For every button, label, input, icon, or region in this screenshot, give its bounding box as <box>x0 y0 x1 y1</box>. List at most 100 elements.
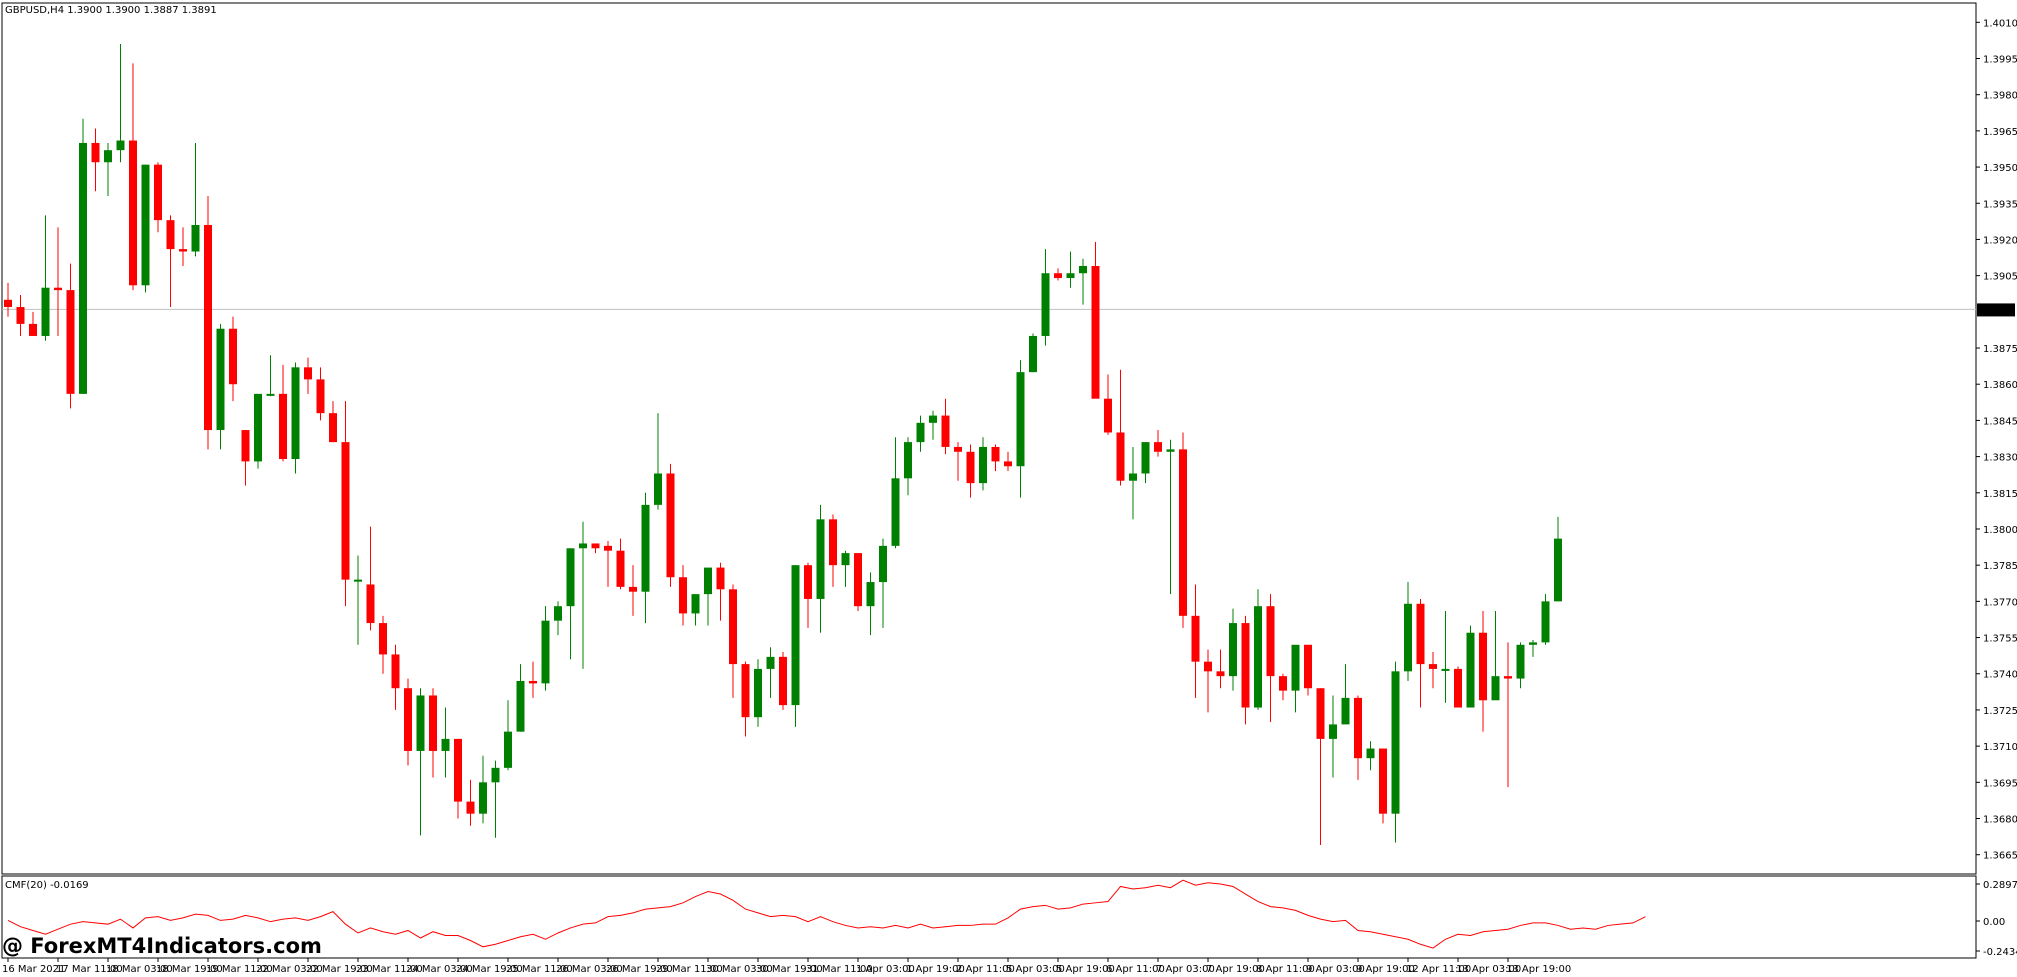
candle <box>241 430 250 486</box>
price-tick-label: 1.3815 <box>1983 489 2017 500</box>
candle <box>179 227 187 266</box>
candle-body <box>1179 449 1187 616</box>
candle-body <box>1041 273 1050 336</box>
candle-body <box>666 473 675 578</box>
candle-body <box>1391 671 1400 814</box>
candle-body <box>79 142 87 394</box>
symbol-info: GBPUSD,H4 1.3900 1.3900 1.3887 1.3891 <box>5 5 217 16</box>
candle <box>441 707 450 778</box>
time-tick-label: 13 Apr 03:00 <box>1456 964 1521 975</box>
candle-body <box>304 367 312 380</box>
candle-body <box>1466 632 1475 708</box>
candle-body <box>591 543 600 549</box>
candle <box>91 128 100 192</box>
candle-body <box>766 656 775 669</box>
main-panel[interactable]: 1.4010 1.3995 1.3980 1.3965 1.3950 1.3935 1.39… <box>1 2 2017 875</box>
candle <box>491 760 500 838</box>
candle <box>66 263 75 409</box>
time-tick-label: 30 Mar 03:00 <box>706 964 773 975</box>
candle <box>1204 649 1212 713</box>
candle-body <box>741 664 750 718</box>
candle-body <box>1191 615 1200 662</box>
candle-body <box>441 738 450 751</box>
candle-body <box>904 442 912 479</box>
candle-body <box>479 782 487 814</box>
candle <box>1166 439 1175 595</box>
candle-body <box>1304 644 1312 689</box>
price-tick-label: 1.3950 <box>1983 163 2017 174</box>
candle <box>1054 268 1062 281</box>
time-tick-label: 19 Mar 11:00 <box>206 964 273 975</box>
time-tick-label: 22 Mar 03:00 <box>256 964 323 975</box>
candle <box>1179 432 1187 628</box>
candle-body <box>891 478 900 546</box>
candle-body <box>429 695 437 751</box>
candle <box>29 311 37 336</box>
candle <box>516 664 525 732</box>
candle <box>579 521 587 669</box>
candle <box>1504 642 1512 788</box>
candle-body <box>1441 668 1450 671</box>
time-tick-label: 17 Mar 11:00 <box>56 964 123 975</box>
price-tick-label: 1.3845 <box>1983 416 2017 427</box>
candle-body <box>341 442 350 580</box>
candle-body <box>216 328 225 431</box>
candle <box>1391 661 1400 843</box>
time-tick-label: 12 Apr 11:00 <box>1406 964 1471 975</box>
candle <box>604 541 612 587</box>
candle-body <box>579 543 587 549</box>
candle-body <box>166 220 175 250</box>
candle-body <box>1366 748 1375 759</box>
candle <box>916 415 925 452</box>
candle-body <box>616 550 625 587</box>
candle-body <box>829 519 837 566</box>
candle <box>191 142 200 257</box>
candle <box>1266 594 1275 722</box>
candle-body <box>541 620 550 684</box>
candle <box>841 550 850 587</box>
candle-body <box>291 367 300 460</box>
candle <box>1429 652 1437 689</box>
price-tick-label: 1.3905 <box>1983 272 2017 283</box>
candle <box>141 164 150 293</box>
candle <box>41 215 50 341</box>
time-tick-label: 23 Mar 11:00 <box>356 964 423 975</box>
candle <box>591 543 600 554</box>
candle-body <box>1229 623 1237 677</box>
candle-body <box>604 545 612 551</box>
indicator-tick-label: 0.2897 <box>1983 880 2017 891</box>
candle <box>1004 451 1012 472</box>
candle <box>1129 446 1137 520</box>
watermark: @ ForexMT4Indicators.com <box>2 934 322 958</box>
candle <box>904 437 912 496</box>
indicator-panel[interactable]: CMF(20) -0.0169 0.2897 0.00 -0.2434 <box>1 875 2017 959</box>
candle <box>1416 598 1425 708</box>
candle-body <box>1491 676 1500 701</box>
candle-body <box>204 224 212 431</box>
candle <box>1554 516 1562 602</box>
price-tick-label: 1.3920 <box>1983 235 2017 246</box>
candle-body <box>1554 538 1562 602</box>
candle-body <box>879 545 887 583</box>
candle-body <box>1029 335 1037 373</box>
candle-body <box>4 299 12 308</box>
candle <box>391 644 400 710</box>
candle-body <box>991 446 1000 462</box>
time-tick-label: 29 Mar 11:00 <box>656 964 723 975</box>
candle-body <box>1404 603 1412 672</box>
candle <box>1241 615 1250 725</box>
time-tick-label: 5 Apr 19:00 <box>1056 964 1115 975</box>
current-price-label-bg <box>1977 303 2015 317</box>
indicator-tick-label: 0.00 <box>1983 917 2005 928</box>
candle-body <box>454 738 462 802</box>
candle <box>1441 611 1450 703</box>
price-tick-label: 1.3935 <box>1983 199 2017 210</box>
candle <box>829 514 837 587</box>
candle <box>1529 639 1537 657</box>
candle <box>479 755 487 824</box>
price-tick-label: 1.3770 <box>1983 597 2017 608</box>
price-tick-label: 1.3830 <box>1983 453 2017 464</box>
candle-body <box>529 680 537 684</box>
